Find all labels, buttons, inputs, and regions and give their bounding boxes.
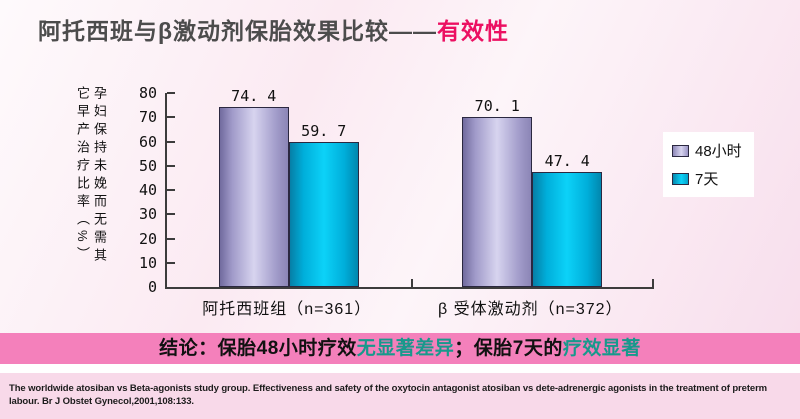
- bar-value-label: 74. 4: [231, 86, 277, 105]
- legend-item: 7天: [672, 168, 742, 189]
- divider-strip: [0, 364, 800, 373]
- legend-swatch-icon: [672, 144, 689, 157]
- x-axis-category-labels: 阿托西班组（n=361） β 受体激动剂（n=372）: [165, 295, 652, 319]
- y-tick-label: 80: [138, 84, 157, 102]
- bar-7天-0: 59. 7: [288, 122, 359, 287]
- y-tick-label: 40: [138, 181, 157, 199]
- y-axis-title: 孕妇保持未娩而无需其它早产治疗比率（%）: [75, 86, 107, 266]
- y-tick-mark: [167, 164, 175, 167]
- bar-value-label: 47. 4: [544, 152, 590, 171]
- citation-footnote: The worldwide atosiban vs Beta-agonists …: [0, 373, 800, 419]
- legend-item: 48小时: [672, 140, 742, 161]
- y-tick-mark: [167, 261, 175, 264]
- bar-48小时-1: 70. 1: [462, 97, 533, 287]
- banner-text-segment: ；保胎7天的: [454, 338, 563, 359]
- banner-text-segment: 无显著差异: [356, 338, 455, 359]
- bar-group: 74. 4 59. 7: [167, 87, 411, 287]
- x-tick-mark: [652, 279, 654, 287]
- y-tick-label: 30: [138, 205, 157, 224]
- y-tick-mark: [167, 189, 175, 191]
- bar-48小时-0: 74. 4: [218, 87, 289, 287]
- x-category-label: 阿托西班组（n=361）: [202, 301, 372, 318]
- legend-label: 7天: [695, 171, 719, 188]
- legend-swatch-icon: [672, 172, 689, 185]
- plot-area: 74. 4 59. 7 70. 1 47. 4: [165, 87, 655, 289]
- y-tick-label: 50: [138, 156, 157, 175]
- y-tick-label: 60: [138, 132, 157, 151]
- legend-label: 48小时: [695, 143, 742, 160]
- y-tick-mark: [167, 140, 175, 143]
- y-tick-label: 0: [147, 278, 157, 296]
- banner-text-segment: 结论：保胎48小时疗效: [159, 338, 357, 359]
- y-axis-tick-labels: 0 10 20 30 40 50 60 70 80: [113, 84, 157, 296]
- slide-title-main: 阿托西班与β激动剂保胎效果比较——: [38, 18, 438, 44]
- y-tick-label: 70: [138, 108, 157, 127]
- banner-text-segment: 疗效显著: [562, 338, 641, 359]
- y-tick-mark: [167, 116, 175, 119]
- bar-value-label: 70. 1: [474, 97, 520, 116]
- y-tick-label: 10: [138, 253, 157, 272]
- conclusion-banner: 结论：保胎48小时疗效无显著差异；保胎7天的疗效显著: [0, 333, 800, 364]
- bar-value-label: 59. 7: [301, 122, 347, 141]
- bar-7天-1: 47. 4: [532, 152, 603, 287]
- y-tick-mark: [167, 237, 175, 240]
- slide-title-accent: 有效性: [437, 18, 510, 44]
- x-tick-mark: [410, 279, 413, 287]
- bar-group: 70. 1 47. 4: [411, 93, 655, 287]
- chart-legend: 48小时 7天: [663, 132, 754, 197]
- y-tick-mark: [167, 92, 175, 94]
- x-category-label: β 受体激动剂（n=372）: [437, 301, 623, 318]
- slide-title: 阿托西班与β激动剂保胎效果比较——有效性: [38, 12, 509, 46]
- y-tick-label: 20: [138, 229, 157, 248]
- y-tick-mark: [167, 213, 175, 216]
